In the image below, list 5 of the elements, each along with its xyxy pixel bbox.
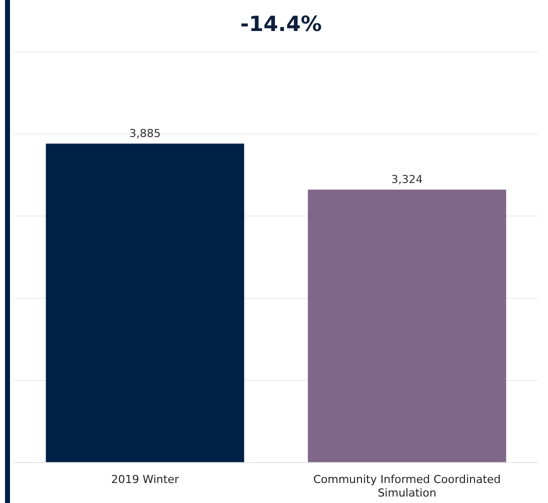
data-label: 3,324 [391,172,423,186]
chart-title: -14.4% [239,12,323,36]
x-tick-label: Community Informed Coordinated Simulation [313,473,501,500]
x-tick-label: 2019 Winter [111,473,180,486]
data-label: 3,885 [129,126,161,140]
